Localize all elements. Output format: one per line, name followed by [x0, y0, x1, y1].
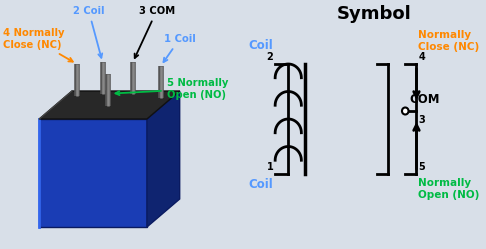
Text: 3 COM: 3 COM	[135, 6, 174, 58]
Text: Normally
Open (NO): Normally Open (NO)	[418, 178, 480, 200]
Text: 2 Coil: 2 Coil	[73, 6, 104, 58]
Text: 1: 1	[266, 162, 273, 172]
Text: COM: COM	[409, 93, 439, 106]
Text: Coil: Coil	[248, 178, 273, 191]
Circle shape	[402, 108, 409, 115]
Polygon shape	[39, 119, 147, 227]
Polygon shape	[39, 91, 180, 119]
Text: Coil: Coil	[248, 39, 273, 52]
Text: 4: 4	[418, 52, 425, 62]
Text: 5: 5	[418, 162, 425, 172]
Text: 3: 3	[418, 115, 425, 125]
Text: 5 Normally
Open (NO): 5 Normally Open (NO)	[116, 78, 228, 100]
Polygon shape	[147, 91, 180, 227]
Text: 2: 2	[266, 52, 273, 62]
Text: Symbol: Symbol	[337, 5, 412, 23]
Text: 1 Coil: 1 Coil	[163, 34, 195, 62]
Text: 4 Normally
Close (NC): 4 Normally Close (NC)	[3, 28, 73, 62]
Text: Normally
Close (NC): Normally Close (NC)	[418, 30, 480, 52]
